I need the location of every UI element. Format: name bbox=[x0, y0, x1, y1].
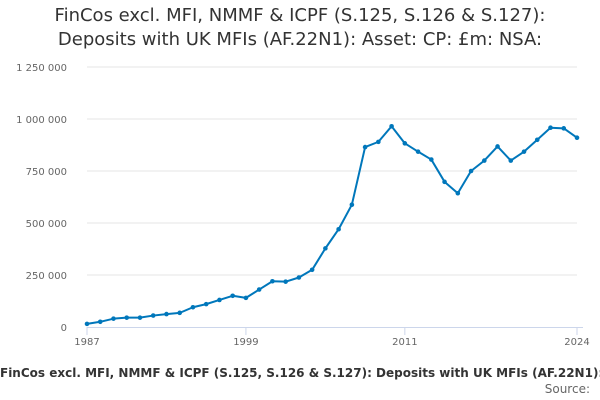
data-point bbox=[164, 311, 169, 317]
y-tick-label: 250 000 bbox=[26, 271, 67, 282]
legend-series-label: FinCos excl. MFI, NMMF & ICPF (S.125, S.… bbox=[0, 366, 600, 380]
data-point bbox=[217, 297, 222, 303]
x-tick-label: 2024 bbox=[564, 337, 589, 348]
data-point bbox=[270, 278, 275, 284]
y-tick-label: 750 000 bbox=[26, 167, 67, 178]
data-point bbox=[137, 315, 143, 320]
chart-title: FinCos excl. MFI, NMMF & ICPF (S.125, S.… bbox=[0, 4, 600, 52]
y-tick-label: 500 000 bbox=[26, 219, 67, 230]
data-point bbox=[296, 275, 302, 280]
data-point bbox=[534, 137, 540, 143]
y-tick-label: 1 250 000 bbox=[16, 63, 67, 74]
chart-title-line-2: Deposits with UK MFIs (AF.22N1): Asset: … bbox=[57, 29, 543, 50]
data-point bbox=[283, 279, 288, 284]
data-point bbox=[468, 168, 474, 174]
x-tick-label: 1987 bbox=[74, 337, 99, 348]
data-point bbox=[256, 287, 262, 292]
data-point bbox=[389, 123, 394, 129]
data-point bbox=[402, 141, 408, 146]
data-point bbox=[376, 139, 381, 145]
data-point bbox=[309, 267, 315, 273]
data-point bbox=[111, 316, 116, 321]
data-point bbox=[495, 144, 500, 149]
data-point bbox=[548, 125, 553, 131]
data-point bbox=[243, 295, 249, 301]
data-point bbox=[362, 144, 368, 150]
data-point bbox=[561, 126, 567, 131]
chart-title-line-1: FinCos excl. MFI, NMMF & ICPF (S.125, S.… bbox=[54, 5, 546, 26]
data-point bbox=[84, 321, 90, 327]
y-tick-label: 0 bbox=[61, 323, 67, 334]
data-point bbox=[190, 304, 196, 310]
data-point bbox=[429, 157, 434, 162]
x-tick-label: 2011 bbox=[392, 337, 417, 348]
data-point bbox=[574, 135, 580, 141]
data-point bbox=[349, 202, 355, 207]
data-point bbox=[124, 315, 130, 320]
data-point bbox=[230, 293, 235, 299]
data-point bbox=[203, 301, 209, 307]
data-point bbox=[442, 179, 447, 185]
data-point bbox=[150, 313, 156, 318]
data-point bbox=[336, 226, 341, 232]
x-tick-label: 1999 bbox=[233, 337, 258, 348]
source-label: Source: bbox=[544, 382, 590, 396]
data-point bbox=[481, 158, 487, 163]
data-point bbox=[415, 149, 421, 154]
data-point bbox=[323, 246, 328, 251]
data-point bbox=[521, 149, 527, 154]
series-line bbox=[86, 125, 578, 325]
y-tick-label: 1 000 000 bbox=[16, 115, 67, 126]
data-point bbox=[97, 319, 103, 325]
data-point bbox=[455, 190, 461, 196]
data-point bbox=[177, 310, 183, 316]
data-point bbox=[508, 158, 514, 163]
